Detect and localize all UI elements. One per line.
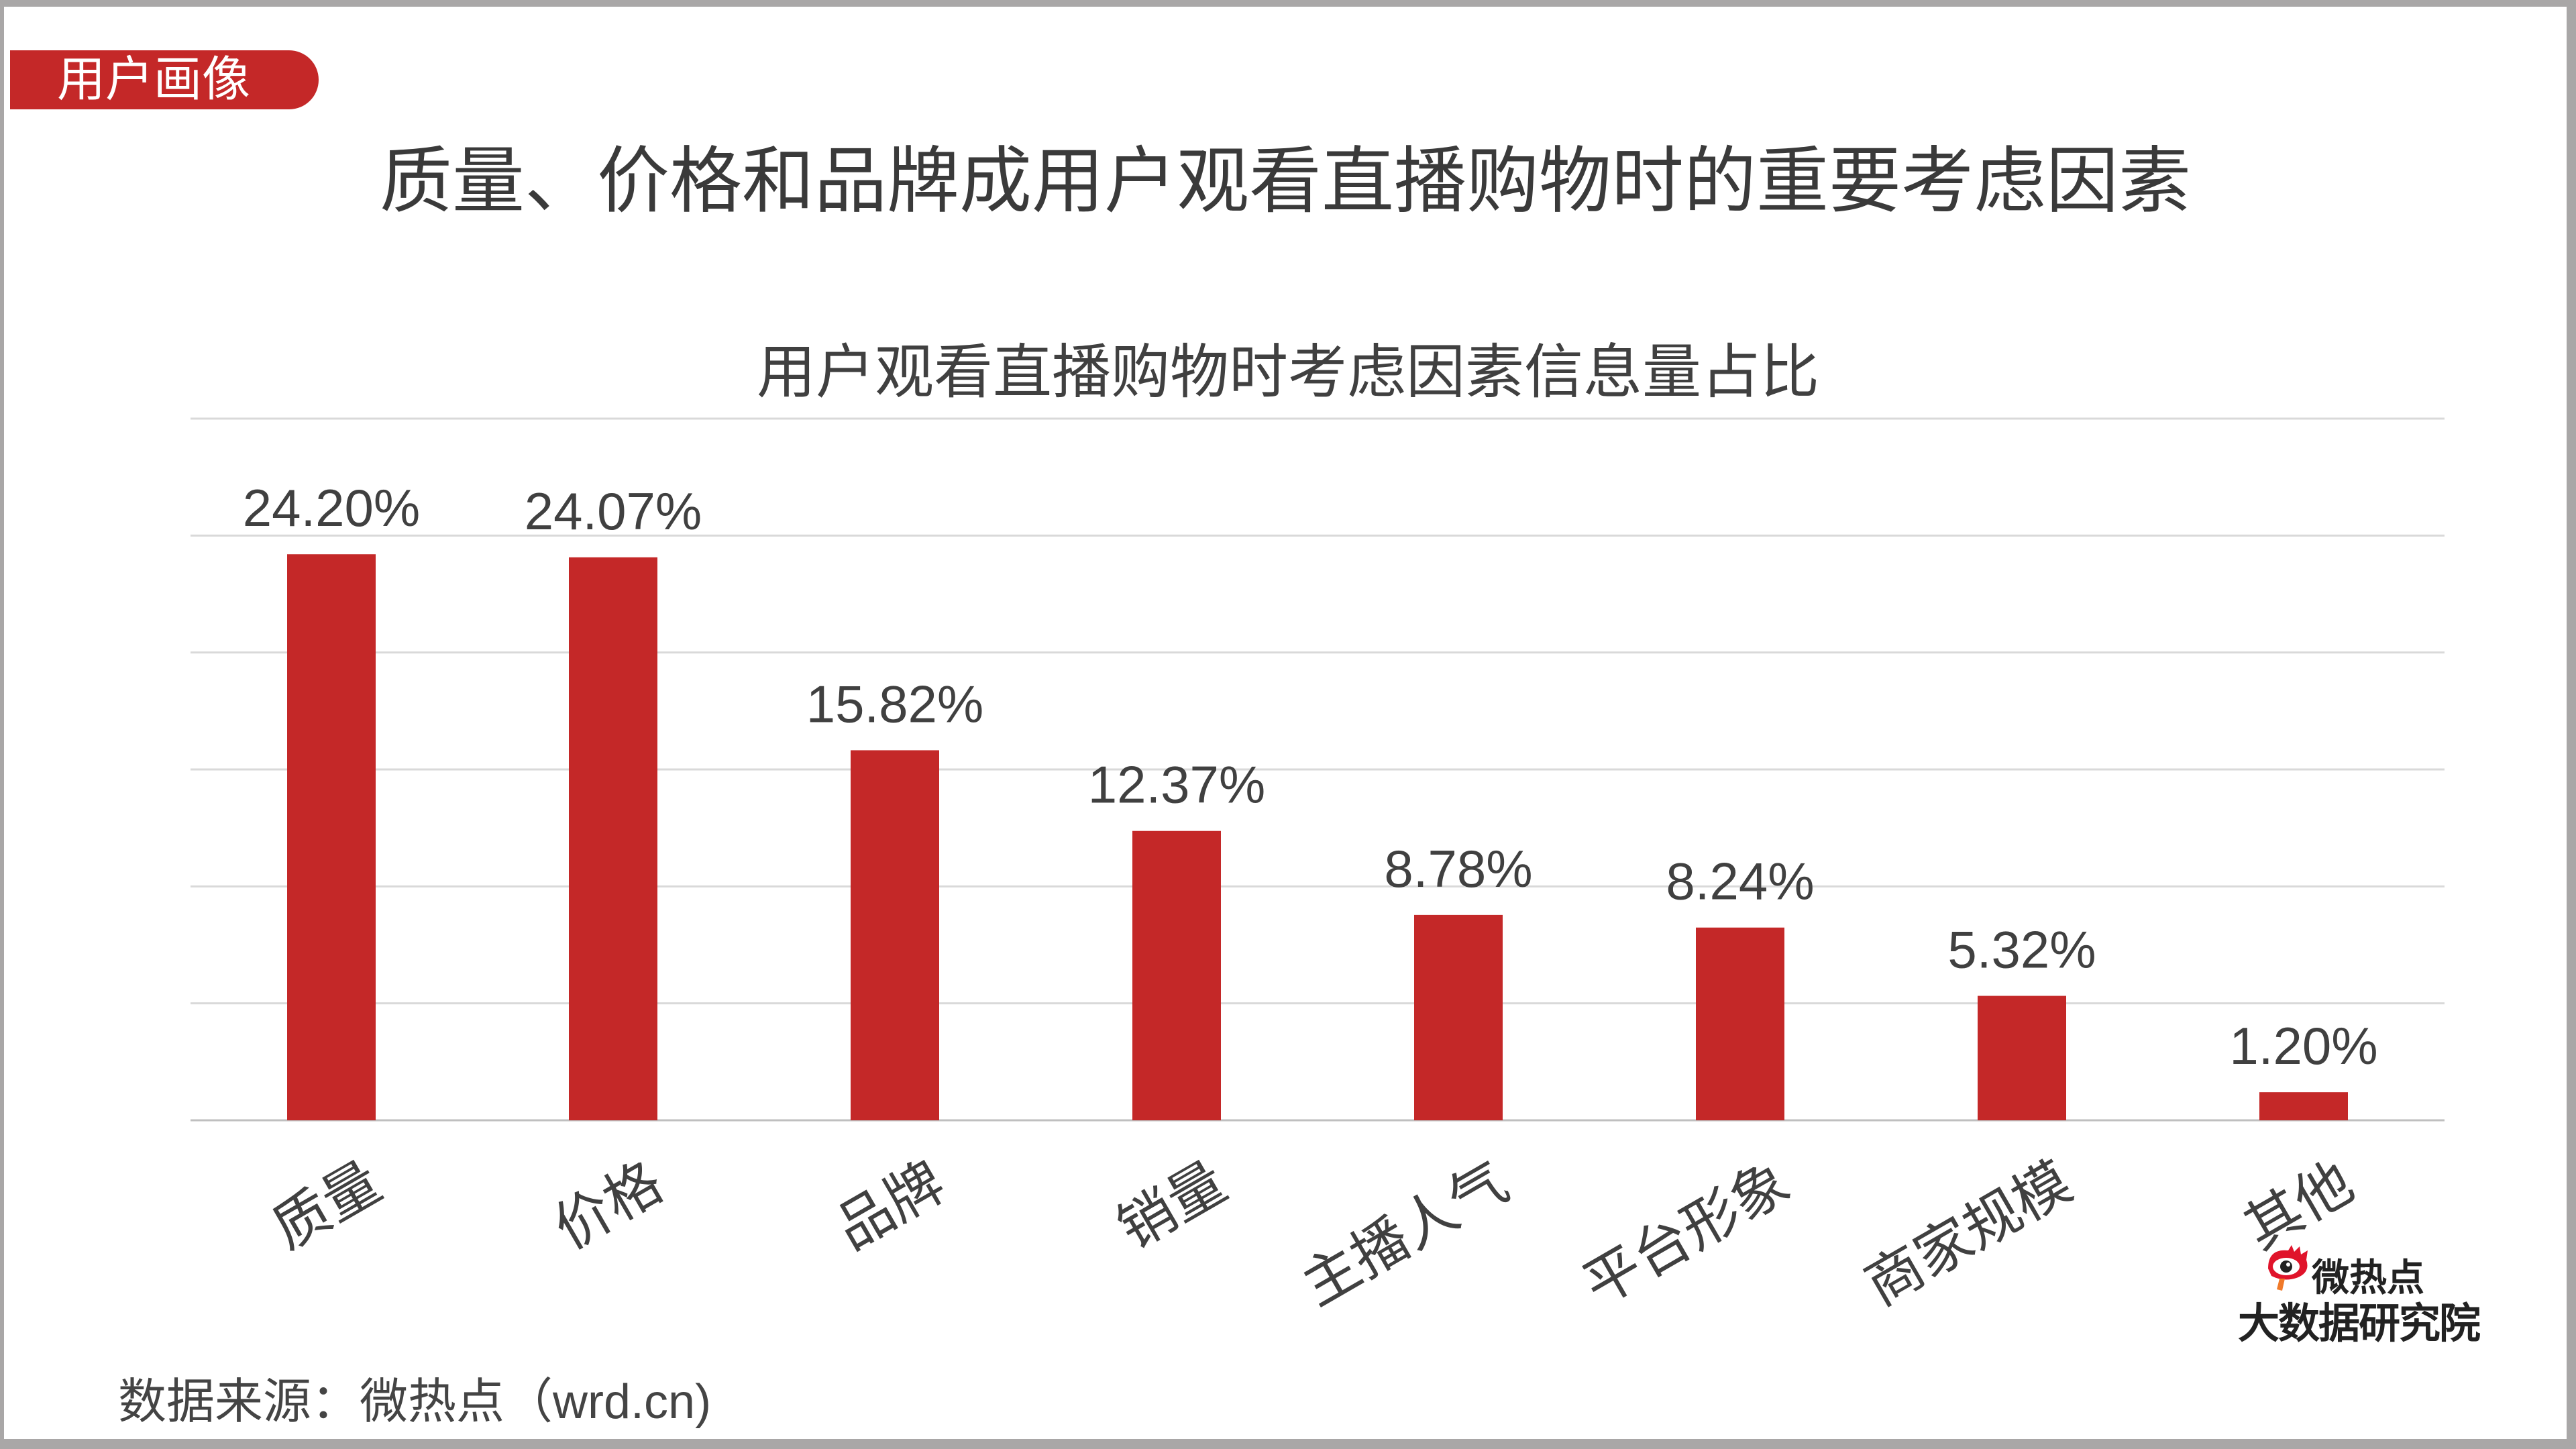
data-label: 8.78% [1384, 839, 1532, 898]
data-label: 15.82% [806, 674, 984, 733]
logo: 微热点 大数据研究院 [2238, 1245, 2493, 1348]
page-title: 质量、价格和品牌成用户观看直播购物时的重要考虑因素 [379, 140, 2191, 221]
logo-line2: 大数据研究院 [2238, 1301, 2481, 1347]
bar [1132, 830, 1221, 1120]
source-note: 数据来源：微热点（wrd.cn) [118, 1375, 712, 1429]
data-label: 5.32% [1947, 920, 2096, 979]
category-label: 平台形象 [1573, 1150, 1800, 1317]
category-label: 商家规模 [1855, 1150, 2082, 1317]
bar [569, 557, 657, 1120]
category-label: 其他 [2234, 1150, 2363, 1260]
data-label: 24.07% [525, 482, 702, 541]
slide: 用户画像 质量、价格和品牌成用户观看直播购物时的重要考虑因素 数据来源：微热点（… [4, 7, 2567, 1439]
chart-title: 用户观看直播购物时考虑因素信息量占比 [757, 339, 1819, 405]
data-label: 8.24% [1666, 852, 1814, 911]
category-label: 品牌 [825, 1150, 955, 1260]
category-label: 质量 [262, 1150, 391, 1260]
bar [1978, 996, 2066, 1120]
bar [1696, 927, 1784, 1120]
bar [2259, 1092, 2348, 1120]
bar [1414, 914, 1503, 1120]
data-label: 1.20% [2229, 1016, 2377, 1075]
bar [287, 554, 376, 1120]
eye-logo-icon [2268, 1245, 2308, 1291]
section-badge: 用户画像 [10, 50, 319, 109]
category-label: 销量 [1107, 1150, 1236, 1260]
category-label: 主播人气 [1291, 1150, 1518, 1317]
data-label: 12.37% [1088, 755, 1266, 814]
data-label: 24.20% [243, 478, 421, 537]
section-badge-label: 用户画像 [57, 53, 251, 107]
category-label: 价格 [543, 1150, 673, 1260]
bar [851, 750, 939, 1120]
logo-line1: 微热点 [2312, 1256, 2424, 1299]
